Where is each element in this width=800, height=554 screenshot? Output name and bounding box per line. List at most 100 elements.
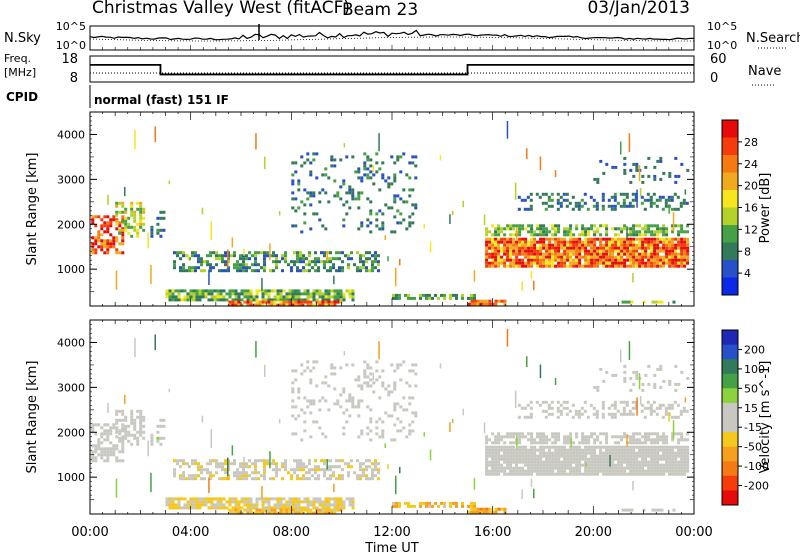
heatmap-cell [640,403,644,407]
heatmap-cell [279,511,283,515]
heatmap-cell [296,260,299,264]
heatmap-cell [629,454,633,458]
heatmap-cell [302,260,305,264]
heatmap-cell [686,463,690,467]
colorbar-tick-label: -50 [744,441,762,454]
heatmap-cell [644,432,648,436]
heatmap-cell [228,503,232,507]
heatmap-cell [197,257,200,261]
heatmap-cell [267,295,271,299]
heatmap-cell [97,236,101,240]
heatmap-cell [378,227,382,231]
heatmap-cell [656,460,660,464]
heatmap-cell [611,373,615,377]
heatmap-cell [664,409,668,413]
heatmap-cell [118,224,122,228]
heatmap-cell [284,260,287,264]
heatmap-cell [485,302,489,306]
heatmap-cell [118,251,122,255]
heatmap-cell [611,249,615,253]
heatmap-cell [387,393,391,397]
heatmap-cell [662,233,666,237]
heatmap-cell [653,249,657,253]
heatmap-cell [173,471,176,475]
heatmap-cell [624,508,628,512]
heatmap-cell [479,510,483,514]
heatmap-cell [240,298,244,302]
heatmap-cell [249,503,253,507]
heatmap-cell [620,264,624,268]
heatmap-cell [661,415,665,419]
heatmap-cell [365,257,368,261]
heatmap-cell [620,438,624,442]
heatmap-cell [641,252,645,256]
heatmap-cell [635,261,639,265]
heatmap-cell [387,185,391,189]
heatmap-cell [263,251,266,255]
heatmap-cell [578,441,582,445]
heatmap-cell [593,432,597,436]
heatmap-cell [293,263,296,267]
heatmap-cell [587,249,591,253]
heatmap-cell [622,204,626,208]
heatmap-cell [236,474,239,478]
heatmap-cell [103,423,107,427]
heatmap-cell [288,292,292,296]
heatmap-cell [357,399,361,403]
heatmap-cell [518,457,522,461]
heatmap-cell [596,246,600,250]
heatmap-cell [485,240,489,244]
heatmap-cell [671,438,675,442]
heatmap-cell [572,252,576,256]
heatmap-cell [556,406,560,410]
heatmap-cell [359,462,362,466]
heatmap-cell [159,228,163,232]
heatmap-streak [620,349,622,363]
heatmap-cell [644,373,648,377]
heatmap-cell [512,252,516,256]
heatmap-cell [677,454,681,458]
heatmap-streak [626,226,628,239]
heatmap-cell [676,207,680,211]
heatmap-cell [219,298,223,302]
heatmap-cell [575,255,579,259]
heatmap-cell [254,251,257,255]
heatmap-cell [300,408,304,412]
heatmap-cell [503,243,507,247]
heatmap-cell [219,503,223,507]
heatmap-cell [159,418,163,422]
heatmap-cell [485,457,489,461]
heatmap-cell [335,459,338,463]
heatmap-cell [599,261,603,265]
heatmap-cell [554,237,558,241]
heatmap-cell [324,298,328,302]
heatmap-cell [607,198,611,202]
heatmap-cell [677,258,681,262]
heatmap-cell [257,471,260,475]
heatmap-cell [527,240,531,244]
heatmap-cell [578,472,582,476]
heatmap-cell [297,300,301,304]
heatmap-cell [656,237,660,241]
heatmap-cell [595,204,599,208]
heatmap-cell [159,436,163,440]
heatmap-cell [252,506,256,510]
heatmap-cell [611,240,615,244]
heatmap-cell [565,412,569,416]
heatmap-cell [575,463,579,467]
heatmap-cell [592,204,596,208]
heatmap-streak [264,364,266,377]
heatmap-cell [521,445,525,449]
heatmap-cell [577,207,581,211]
heatmap-cell [659,240,663,244]
heatmap-cell [365,477,368,481]
heatmap-cell [521,240,525,244]
heatmap-cell [121,242,125,246]
heatmap-cell [306,511,310,515]
heatmap-cell [665,230,669,234]
heatmap-cell [399,212,403,216]
heatmap-cell [408,396,412,400]
heatmap-cell [665,460,669,464]
heatmap-cell [345,399,349,403]
heatmap-cell [103,242,107,246]
